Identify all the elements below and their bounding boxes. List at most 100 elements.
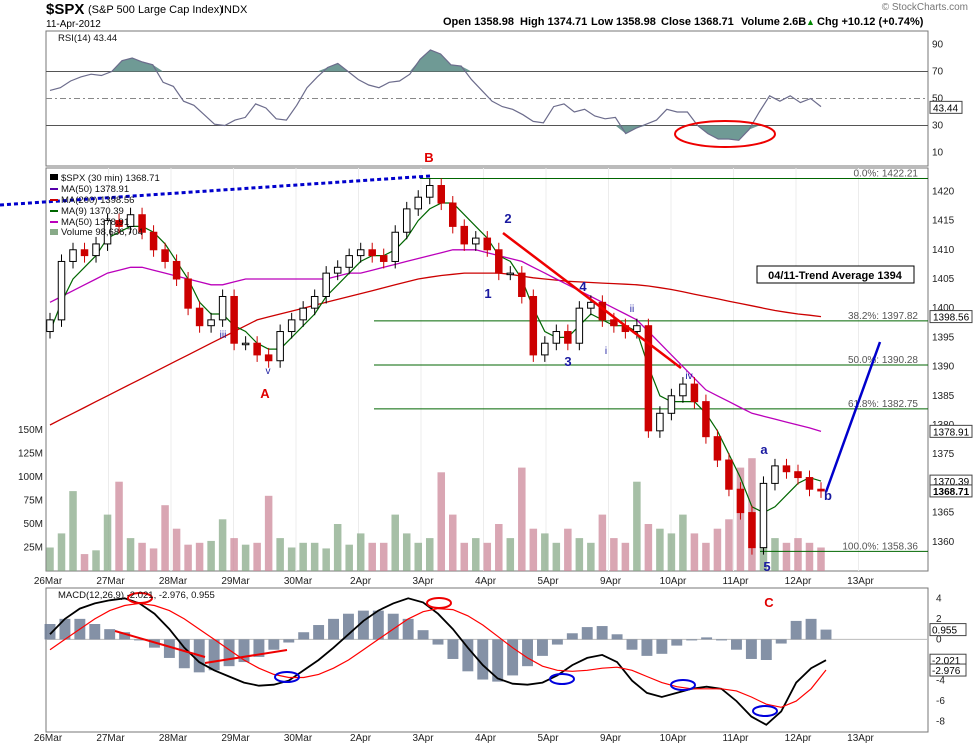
- price-badge-label: 1398.56: [933, 313, 970, 324]
- volume-bar: [656, 528, 664, 571]
- volume-bar: [805, 542, 814, 571]
- header-low: Low 1358.98: [591, 16, 656, 28]
- volume-bar: [80, 554, 89, 571]
- volume-bar: [690, 533, 699, 571]
- macd-histogram-bar: [626, 639, 638, 650]
- rsi-tick-label: 90: [932, 40, 944, 51]
- candle-body: [276, 331, 284, 362]
- macd-histogram-bar: [283, 639, 295, 643]
- date-tick-label: 3Apr: [412, 576, 434, 587]
- candle-body: [126, 214, 135, 227]
- date-tick-label: 11Apr: [723, 576, 750, 587]
- volume-bar: [138, 542, 146, 571]
- wave-label-3: 3: [564, 354, 571, 369]
- candle-body: [667, 395, 676, 414]
- volume-bar: [103, 514, 112, 571]
- candle-body: [425, 185, 434, 198]
- price-tick-label: 1365: [932, 508, 955, 519]
- candle-body: [633, 325, 641, 333]
- date-tick-label-bottom: 9Apr: [600, 733, 622, 744]
- volume-bar: [414, 542, 422, 571]
- macd-histogram-bar: [417, 630, 429, 640]
- macd-badge: [929, 663, 967, 677]
- date-tick-label: 10Apr: [660, 576, 687, 587]
- volume-bar: [253, 542, 261, 571]
- date-tick-label: 27Mar: [96, 576, 125, 587]
- candle-body: [253, 342, 261, 356]
- macd-badge: [929, 623, 967, 637]
- wave-label-C: C: [764, 595, 774, 610]
- candle-body: [449, 202, 457, 227]
- volume-bar: [506, 538, 515, 571]
- macd-tick-label: -6: [936, 696, 945, 707]
- price-badge: [929, 310, 973, 324]
- candle-body: [575, 307, 584, 344]
- header-volume: Volume 2.6B: [741, 16, 806, 28]
- fib-label: 0.0%: 1422.21: [854, 168, 919, 179]
- candle-body: [57, 260, 66, 321]
- legend-item-ma50: MA(50) 1378.91: [61, 184, 129, 195]
- candle-body: [92, 243, 100, 257]
- macd-histogram-bar: [328, 618, 339, 640]
- price-tick-label: 1410: [932, 245, 955, 256]
- volume-bar: [621, 542, 630, 571]
- macd-blue-ellipse: [549, 673, 575, 685]
- candle-body: [782, 465, 791, 473]
- volume-tick-label: 50M: [24, 519, 43, 530]
- macd-histogram-bar: [477, 639, 489, 680]
- volume-bar: [564, 528, 572, 571]
- candle-body: [149, 231, 158, 251]
- candle-body: [310, 295, 319, 309]
- legend-item-volume: Volume 98,686,704: [61, 227, 143, 238]
- macd-histogram-bar: [238, 639, 250, 663]
- macd-histogram-bar: [686, 639, 698, 641]
- date-tick-label-bottom: 3Apr: [412, 733, 434, 744]
- wave-label-small-i: i: [605, 346, 607, 357]
- macd-line: [49, 597, 827, 726]
- rsi-current-label: 43.44: [933, 103, 958, 114]
- candle-body: [218, 295, 227, 321]
- rsi-oversold-fill: [50, 125, 821, 141]
- header-date: 11-Apr-2012: [46, 19, 101, 30]
- legend-item-price: $SPX (30 min) 1368.71: [61, 173, 160, 184]
- header-exchange: INDX: [221, 4, 248, 16]
- macd-histogram-bar: [163, 639, 175, 658]
- price-badge-label: 1378.91: [933, 427, 970, 438]
- macd-histogram-bar: [820, 629, 832, 640]
- volume-bar: [161, 505, 169, 571]
- volume-bar: [149, 548, 158, 571]
- candle-body: [759, 482, 768, 549]
- macd-histogram-bar: [223, 639, 235, 667]
- rsi-highlight-ellipse: [674, 120, 776, 148]
- candle-body: [472, 237, 480, 245]
- price-tick-label: 1400: [932, 303, 955, 314]
- candle-body: [368, 249, 376, 257]
- rsi-tick-label: 30: [932, 121, 944, 132]
- rsi-tick-label: 10: [932, 148, 944, 159]
- macd-histogram-bar: [178, 639, 190, 669]
- volume-bar: [771, 538, 779, 571]
- price-chart: 1360136513701375138013851390139514001405…: [0, 168, 973, 571]
- macd-histogram-bar: [537, 639, 548, 656]
- macd-tick-label: 2: [936, 614, 942, 625]
- wave-label-B: B: [424, 150, 433, 165]
- volume-bar: [782, 542, 791, 571]
- macd-red-divergence-line: [114, 630, 206, 658]
- header-change-arrow: ▲: [806, 17, 815, 27]
- volume-bar: [195, 542, 204, 571]
- candle-body: [610, 319, 618, 327]
- volume-bar: [587, 542, 595, 571]
- candle-body: [483, 237, 492, 251]
- volume-bar: [241, 544, 250, 571]
- fib-label: 50.0%: 1390.28: [848, 355, 918, 366]
- volume-bar: [552, 542, 561, 571]
- volume-bar: [472, 538, 480, 571]
- rsi-title: RSI(14) 43.44: [58, 33, 117, 44]
- volume-bar: [725, 519, 733, 571]
- volume-bar: [299, 542, 307, 571]
- volume-bar: [230, 538, 238, 571]
- legend-swatch-volume: [50, 229, 58, 235]
- candle-body: [356, 249, 365, 257]
- candle-body: [103, 220, 112, 245]
- macd-histogram-bar: [701, 637, 713, 640]
